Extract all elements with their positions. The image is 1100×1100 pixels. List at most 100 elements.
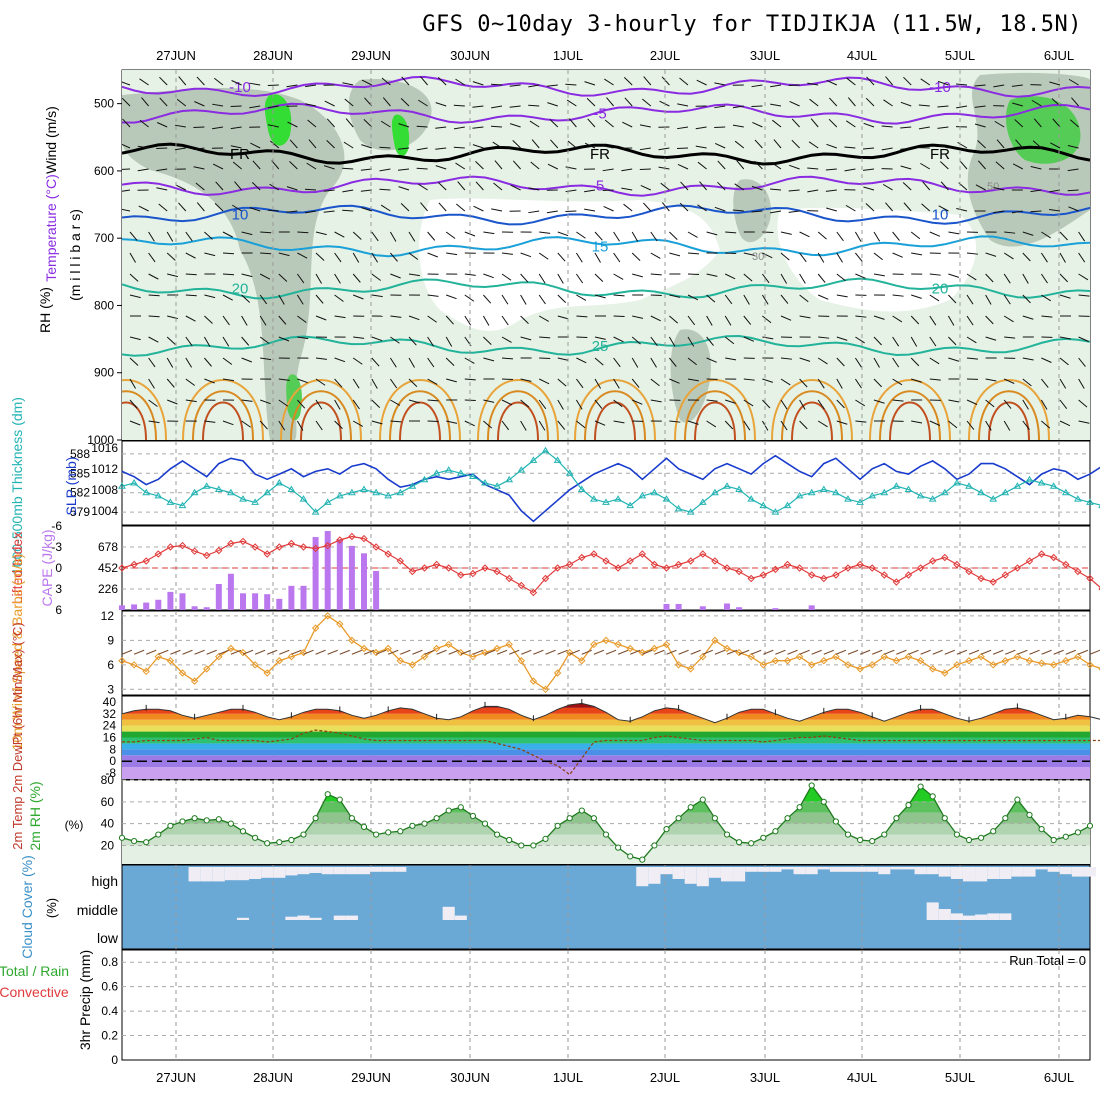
rh-point (929, 793, 936, 800)
lifted-point (965, 567, 973, 576)
wind-barb (1022, 378, 1032, 387)
wind-barb (921, 203, 931, 212)
wind-barb (687, 357, 697, 366)
thickness-point (565, 469, 574, 476)
temp-color-band (122, 719, 1090, 726)
cape-bar (699, 606, 706, 610)
wind-barb (565, 166, 577, 170)
cloud-high-bar (1059, 867, 1072, 875)
cape-bar (373, 570, 380, 610)
wind-barb (966, 420, 975, 430)
wind-barb (550, 139, 559, 149)
wind-barb (122, 118, 131, 128)
wind-barb (538, 252, 549, 260)
wind-barb (334, 252, 342, 263)
bottom-date-label: 6JUL (1044, 1070, 1074, 1085)
wind-barb (631, 378, 640, 388)
cloud-high-bar (890, 867, 903, 870)
thickness-point (638, 491, 647, 499)
wind-barb (1022, 273, 1029, 284)
cloud-mid-bar (950, 913, 963, 920)
wind-barb (910, 336, 918, 347)
thickness-point (832, 488, 840, 496)
rh-mid-region (122, 88, 345, 440)
wind-barb (390, 315, 402, 318)
cape-bar (772, 608, 779, 610)
wind-barb (734, 140, 745, 149)
wind-barb (632, 315, 644, 319)
wind-barb (948, 399, 960, 403)
wind-speed-point (590, 640, 598, 649)
temp-contour-label: FR (230, 146, 250, 163)
rh-point (651, 842, 658, 849)
thickness-point (977, 488, 985, 496)
wind-barb (1030, 210, 1042, 213)
wind-barb (817, 420, 828, 428)
cape-bar (336, 539, 343, 610)
wind-barb (361, 144, 372, 149)
wind-barb (455, 203, 466, 212)
wind-barb (483, 399, 495, 403)
wind-barb (873, 336, 882, 346)
rh-point (857, 836, 864, 844)
wind-barb (922, 181, 931, 191)
surface-wind-barb (315, 649, 326, 655)
rh-point (990, 828, 997, 835)
surface-wind-barb (279, 649, 290, 655)
wind-barb (1049, 189, 1061, 193)
wind-barb (1059, 294, 1071, 299)
wind-barb (241, 273, 253, 278)
lifted-point (626, 557, 634, 565)
wind-barb (613, 336, 624, 343)
wind-barb (185, 399, 197, 403)
wind-barb (538, 420, 546, 431)
wind-barb (957, 141, 968, 149)
thickness-point (432, 469, 441, 476)
wind-speed-point (953, 661, 961, 669)
slp-tick-label: 1004 (91, 504, 118, 518)
wind-barb (464, 315, 472, 326)
temp-contour-line (122, 277, 1090, 300)
thickness-point (928, 495, 937, 502)
wind-barb (278, 378, 290, 381)
wind-speed-point (723, 644, 731, 653)
surface-wind-barb (968, 649, 980, 655)
wind-barb (546, 210, 558, 214)
wind-barb (826, 79, 838, 86)
wind-barb (643, 76, 652, 86)
rh-point (917, 783, 924, 790)
surface-wind-barb (436, 649, 447, 655)
wind-barb (836, 294, 848, 298)
wind-barb (501, 315, 509, 326)
wind-barb (743, 315, 752, 325)
wind-barb (751, 185, 763, 191)
lifted-point (299, 543, 308, 551)
wind-barb (139, 119, 149, 128)
wind-barb (148, 378, 155, 389)
thickness-point (420, 475, 429, 483)
rh-point (602, 831, 610, 838)
rh-point (506, 836, 513, 844)
lifted-point (747, 574, 755, 583)
rh-point (203, 817, 210, 824)
wind-barb (437, 181, 447, 191)
precip-tick-label: 0 (111, 1053, 118, 1067)
wind-barb (639, 124, 651, 128)
rh-point (711, 815, 719, 822)
wind-barb (446, 294, 457, 300)
surface-wind-barb (291, 649, 302, 655)
wind-barb (371, 294, 383, 298)
wind-barb (185, 231, 193, 242)
surface-wind-barb (920, 649, 931, 655)
wind-barb (576, 231, 586, 239)
cloud-high-bar (1071, 867, 1084, 877)
thickness-line (121, 449, 1100, 513)
wind-barb (352, 399, 360, 410)
wind-barb (464, 378, 476, 381)
wind-barb (818, 336, 830, 339)
lifted-point (227, 539, 235, 548)
temp-contour-label: 10 (232, 207, 249, 224)
wind-barb (175, 184, 187, 191)
wind-barb (911, 252, 923, 256)
